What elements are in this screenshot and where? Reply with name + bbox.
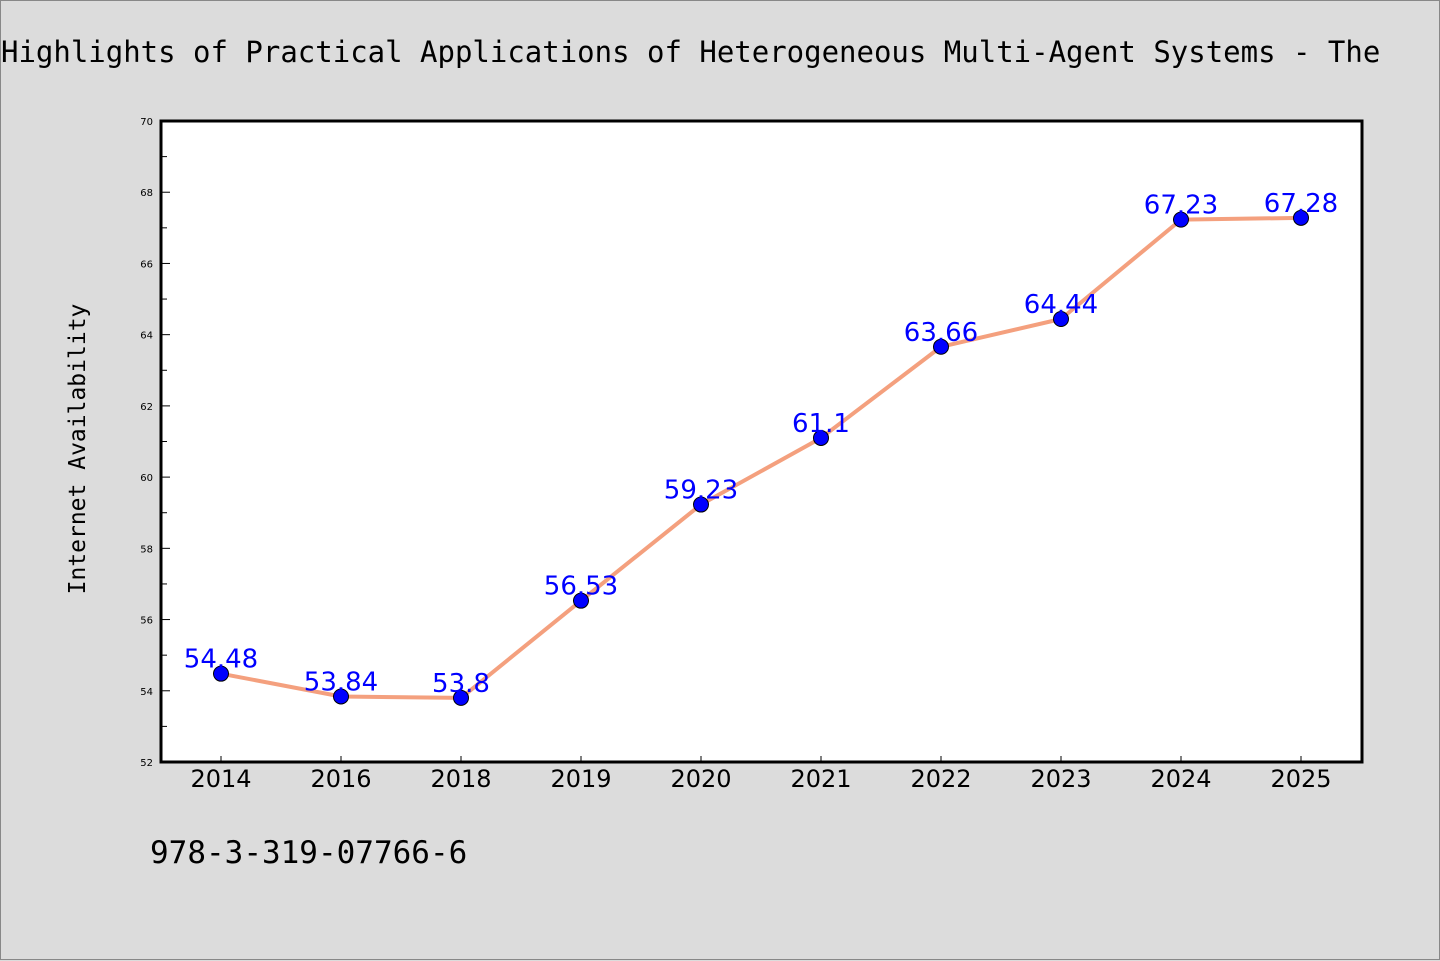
x-tick-label: 2020 bbox=[670, 765, 731, 793]
chart-title: Highlights of Practical Applications of … bbox=[1, 35, 1381, 69]
x-tick-label: 2014 bbox=[190, 765, 251, 793]
x-tick-label: 2023 bbox=[1030, 765, 1091, 793]
data-label: 67.28 bbox=[1264, 189, 1338, 219]
data-label: 54.48 bbox=[184, 645, 258, 675]
y-tick-label: 64 bbox=[140, 331, 153, 342]
data-label: 61.1 bbox=[792, 409, 850, 439]
series-layer: 54.48 53.84 53.8 56.53 59.23 61.1 63.66 64.44 67… bbox=[184, 189, 1338, 706]
x-tick-label: 2024 bbox=[1150, 765, 1211, 793]
y-tick-label: 58 bbox=[140, 544, 153, 555]
y-tick-label: 60 bbox=[140, 473, 153, 484]
x-tick-label: 2025 bbox=[1270, 765, 1331, 793]
y-tick-label: 62 bbox=[140, 402, 153, 413]
data-label: 67.23 bbox=[1144, 191, 1218, 221]
x-tick-label: 2021 bbox=[790, 765, 851, 793]
x-axis-ticks: 2014 2016 2018 2019 2020 2021 2022 2023 2024 2025 bbox=[190, 756, 1332, 793]
data-label: 53.8 bbox=[432, 669, 490, 699]
plot-area bbox=[159, 119, 1364, 764]
y-tick-label: 52 bbox=[140, 758, 153, 769]
y-tick-label: 66 bbox=[140, 259, 153, 270]
data-point bbox=[1053, 310, 1069, 327]
y-tick-label: 68 bbox=[140, 188, 153, 199]
data-point bbox=[1293, 209, 1309, 226]
isbn-annotation: 978-3-319-07766-6 bbox=[150, 835, 468, 871]
data-label: 63.66 bbox=[904, 318, 978, 348]
data-point bbox=[693, 496, 709, 513]
x-tick-label: 2018 bbox=[430, 765, 491, 793]
data-point bbox=[453, 689, 469, 706]
data-label: 56.53 bbox=[544, 572, 618, 602]
series-line bbox=[219, 215, 1303, 700]
data-label: 64.44 bbox=[1024, 290, 1098, 320]
data-point bbox=[333, 688, 349, 705]
y-axis-ticks: 52 54 56 58 60 62 64 66 68 70 bbox=[140, 117, 170, 769]
y-tick-label: 56 bbox=[140, 616, 153, 627]
x-tick-label: 2022 bbox=[910, 765, 971, 793]
data-label: 59.23 bbox=[664, 476, 738, 506]
x-tick-label: 2019 bbox=[550, 765, 611, 793]
y-tick-label: 54 bbox=[140, 687, 153, 698]
data-point bbox=[213, 665, 229, 682]
x-tick-label: 2016 bbox=[310, 765, 371, 793]
y-tick-label: 70 bbox=[140, 117, 153, 128]
data-label: 53.84 bbox=[304, 667, 378, 697]
data-point bbox=[813, 429, 829, 446]
data-point bbox=[933, 338, 949, 355]
data-point bbox=[573, 592, 589, 609]
data-point bbox=[1173, 211, 1189, 228]
